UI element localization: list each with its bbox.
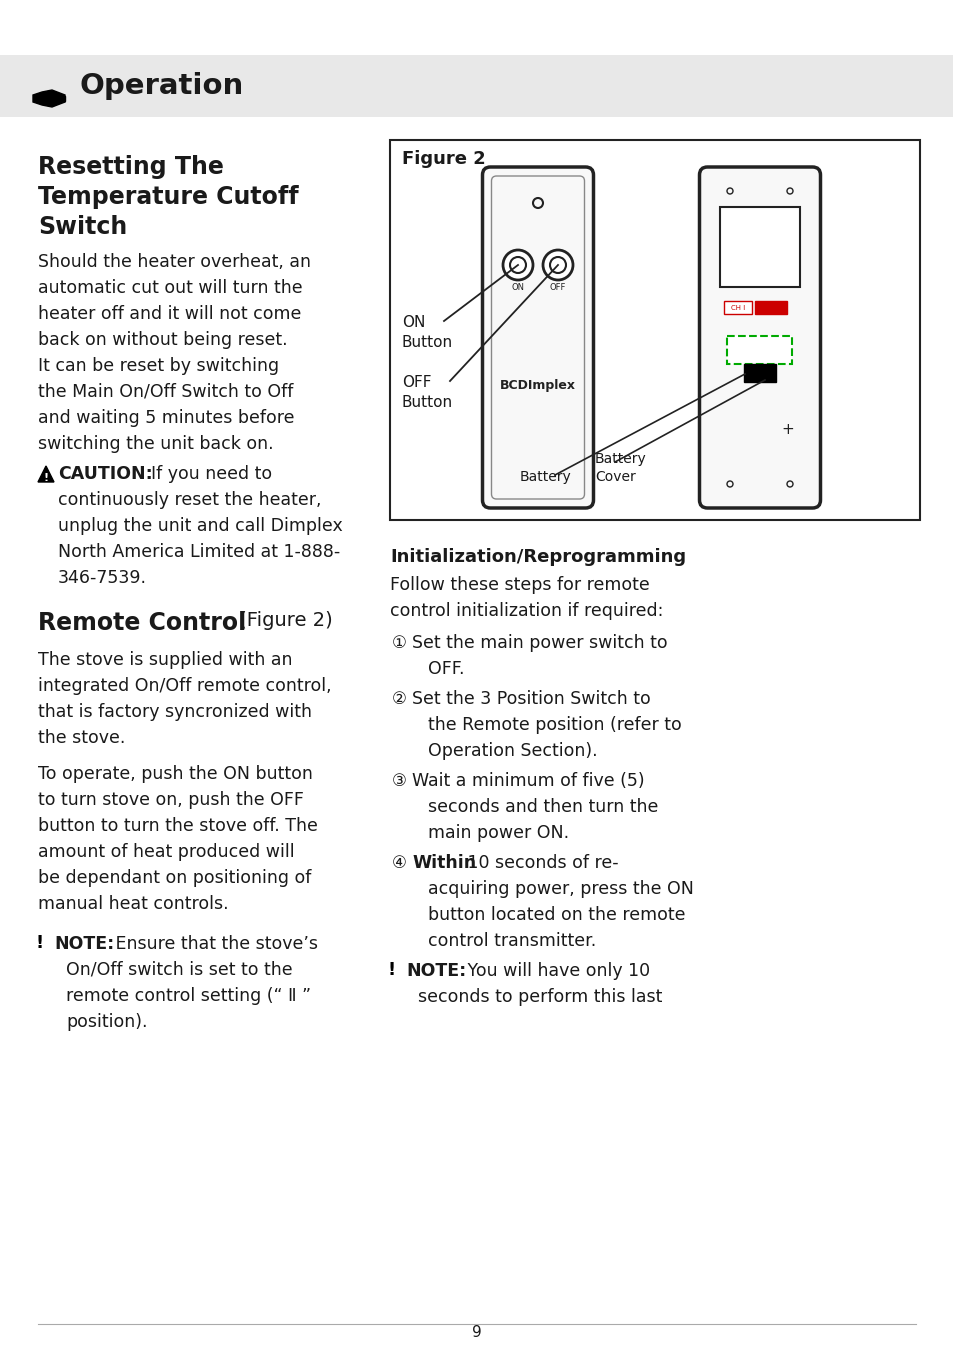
Text: control initialization if required:: control initialization if required: [390, 602, 662, 620]
Circle shape [502, 251, 533, 281]
Text: button located on the remote: button located on the remote [428, 906, 685, 923]
Text: Operation: Operation [80, 72, 244, 99]
Text: Resetting The: Resetting The [38, 155, 224, 178]
Text: OFF.: OFF. [428, 661, 464, 678]
Text: button to turn the stove off. The: button to turn the stove off. The [38, 817, 317, 835]
Text: Button: Button [401, 395, 453, 410]
Text: and waiting 5 minutes before: and waiting 5 minutes before [38, 409, 294, 428]
Text: acquiring power, press the ON: acquiring power, press the ON [428, 880, 693, 898]
Bar [390, 140, 919, 520]
FancyBboxPatch shape [482, 168, 593, 508]
Text: !: ! [388, 962, 395, 979]
Text: Set the main power switch to: Set the main power switch to [412, 633, 667, 652]
Text: 9: 9 [472, 1325, 481, 1340]
Polygon shape [42, 95, 65, 101]
Bar [720, 207, 800, 287]
Text: Cover: Cover [595, 470, 635, 484]
Text: !: ! [44, 473, 49, 484]
Text: You will have only 10: You will have only 10 [461, 962, 649, 981]
Text: ON: ON [401, 315, 425, 330]
Text: Temperature Cutoff: Temperature Cutoff [38, 185, 298, 208]
FancyBboxPatch shape [699, 168, 820, 508]
Text: Follow these steps for remote: Follow these steps for remote [390, 576, 649, 594]
Text: Set the 3 Position Switch to: Set the 3 Position Switch to [412, 691, 650, 708]
Text: Operation Section).: Operation Section). [428, 742, 597, 760]
Text: If you need to: If you need to [140, 464, 272, 484]
Text: Wait a minimum of five (5): Wait a minimum of five (5) [412, 772, 644, 790]
Text: integrated On/Off remote control,: integrated On/Off remote control, [38, 677, 332, 695]
Text: Figure 2: Figure 2 [401, 150, 485, 168]
Text: Initialization/Reprogramming: Initialization/Reprogramming [390, 548, 685, 567]
Bar [0, 54, 953, 117]
Text: ②: ② [392, 691, 406, 708]
Text: seconds and then turn the: seconds and then turn the [428, 798, 658, 816]
Text: Should the heater overheat, an: Should the heater overheat, an [38, 253, 311, 271]
Text: Remote Control: Remote Control [38, 612, 246, 635]
Text: to turn stove on, push the OFF: to turn stove on, push the OFF [38, 791, 304, 809]
Text: To operate, push the ON button: To operate, push the ON button [38, 765, 313, 783]
Text: On/Off switch is set to the: On/Off switch is set to the [66, 962, 293, 979]
Text: ON: ON [511, 283, 524, 291]
Text: The stove is supplied with an: The stove is supplied with an [38, 651, 293, 669]
Text: Within: Within [412, 854, 476, 872]
Text: Battery: Battery [595, 452, 646, 466]
Text: Button: Button [401, 335, 453, 350]
Bar [727, 336, 792, 364]
Polygon shape [38, 466, 54, 482]
Text: ①: ① [392, 633, 406, 652]
Text: unplug the unit and call Dimplex: unplug the unit and call Dimplex [58, 518, 342, 535]
Text: manual heat controls.: manual heat controls. [38, 895, 229, 913]
Circle shape [542, 251, 573, 281]
Text: control transmitter.: control transmitter. [428, 932, 596, 951]
Text: switching the unit back on.: switching the unit back on. [38, 434, 274, 454]
Text: It can be reset by switching: It can be reset by switching [38, 357, 279, 375]
Text: amount of heat produced will: amount of heat produced will [38, 843, 294, 861]
Text: Ensure that the stove’s: Ensure that the stove’s [110, 934, 317, 953]
Polygon shape [33, 90, 65, 108]
Text: remote control setting (“ Ⅱ ”: remote control setting (“ Ⅱ ” [66, 987, 311, 1005]
Text: (Figure 2): (Figure 2) [233, 612, 333, 631]
Text: position).: position). [66, 1013, 148, 1031]
Text: CH I: CH I [730, 305, 744, 311]
Text: 10 seconds of re-: 10 seconds of re- [461, 854, 618, 872]
Bar [743, 364, 775, 381]
Text: the stove.: the stove. [38, 729, 125, 746]
Text: seconds to perform this last: seconds to perform this last [417, 987, 661, 1007]
Text: NOTE:: NOTE: [406, 962, 466, 981]
Text: the Main On/Off Switch to Off: the Main On/Off Switch to Off [38, 383, 294, 400]
Text: ③: ③ [392, 772, 406, 790]
Text: the Remote position (refer to: the Remote position (refer to [428, 716, 681, 734]
Text: heater off and it will not come: heater off and it will not come [38, 305, 301, 323]
Text: NOTE:: NOTE: [54, 934, 114, 953]
Text: Switch: Switch [38, 215, 127, 238]
Bar [754, 301, 786, 315]
Text: Battery: Battery [519, 470, 571, 484]
Bar [723, 301, 751, 315]
Text: BCDImplex: BCDImplex [499, 379, 576, 391]
Text: ④: ④ [392, 854, 406, 872]
Text: 346-7539.: 346-7539. [58, 569, 147, 587]
Text: CAUTION:: CAUTION: [58, 464, 152, 484]
Text: be dependant on positioning of: be dependant on positioning of [38, 869, 311, 887]
Text: back on without being reset.: back on without being reset. [38, 331, 287, 349]
Text: continuously reset the heater,: continuously reset the heater, [58, 490, 321, 509]
Text: OFF: OFF [549, 283, 565, 291]
Text: North America Limited at 1-888-: North America Limited at 1-888- [58, 543, 340, 561]
Text: main power ON.: main power ON. [428, 824, 569, 842]
Text: automatic cut out will turn the: automatic cut out will turn the [38, 279, 302, 297]
Text: +: + [781, 422, 794, 437]
Text: that is factory syncronized with: that is factory syncronized with [38, 703, 312, 720]
Text: !: ! [36, 934, 44, 952]
Text: OFF: OFF [401, 375, 431, 390]
